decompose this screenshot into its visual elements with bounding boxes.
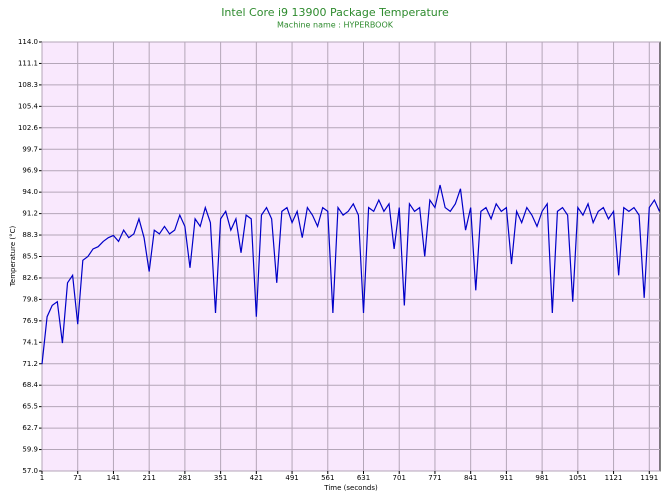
- y-tick-label: 99.7: [22, 145, 38, 153]
- y-tick-label: 85.5: [22, 253, 38, 261]
- y-tick-label: 74.1: [22, 338, 38, 346]
- y-tick-label: 62.7: [22, 424, 38, 432]
- y-tick-label: 91.2: [22, 210, 38, 218]
- x-tick-label: 211: [142, 474, 155, 482]
- y-tick-label: 108.3: [18, 81, 38, 89]
- x-tick-label: 141: [107, 474, 120, 482]
- x-tick-label: 491: [285, 474, 298, 482]
- y-axis-label: Temperature (°C): [9, 226, 17, 288]
- y-tick-label: 102.6: [18, 124, 39, 132]
- x-tick-label: 351: [214, 474, 227, 482]
- y-tick-label: 65.5: [22, 403, 38, 411]
- x-tick-label: 1191: [640, 474, 658, 482]
- x-tick-label: 1: [40, 474, 44, 482]
- y-tick-label: 88.3: [22, 231, 38, 239]
- x-tick-label: 421: [250, 474, 263, 482]
- y-tick-label: 76.9: [22, 317, 38, 325]
- y-tick-label: 82.6: [22, 274, 38, 282]
- x-tick-label: 1121: [605, 474, 623, 482]
- x-tick-label: 841: [464, 474, 477, 482]
- y-tick-label: 114.0: [18, 38, 38, 46]
- x-tick-label: 771: [428, 474, 441, 482]
- chart-subtitle: Machine name : HYPERBOOK: [277, 21, 394, 30]
- y-tick-label: 94.0: [22, 188, 38, 196]
- temperature-line: [41, 184, 661, 365]
- y-tick-label: 59.9: [22, 446, 38, 454]
- x-axis-label: Time (seconds): [323, 484, 378, 492]
- y-tick-label: 111.1: [18, 59, 38, 67]
- x-tick-label: 981: [535, 474, 548, 482]
- x-tick-label: 701: [393, 474, 406, 482]
- x-tick-label: 911: [500, 474, 513, 482]
- y-tick-label: 57.0: [22, 467, 38, 475]
- chart-title: Intel Core i9 13900 Package Temperature: [221, 6, 449, 19]
- x-tick-label: 561: [321, 474, 334, 482]
- y-tick-label: 68.4: [22, 381, 38, 389]
- y-tick-label: 71.2: [22, 360, 38, 368]
- x-tick-label: 631: [357, 474, 370, 482]
- x-tick-label: 71: [73, 474, 82, 482]
- y-tick-label: 79.8: [22, 295, 38, 303]
- x-tick-label: 281: [178, 474, 191, 482]
- y-tick-label: 105.4: [18, 102, 39, 110]
- y-tick-label: 96.9: [22, 167, 38, 175]
- x-tick-label: 1051: [569, 474, 587, 482]
